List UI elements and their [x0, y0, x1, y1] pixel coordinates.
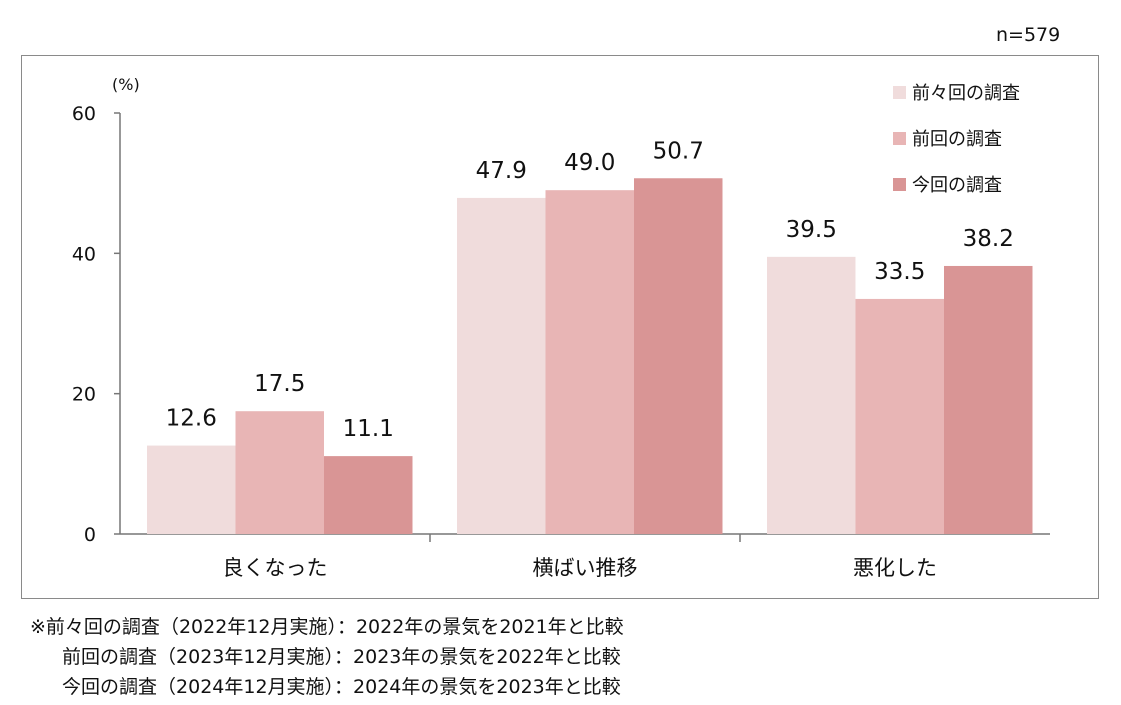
x-tick-label: 横ばい推移: [533, 556, 638, 580]
y-tick-label: 60: [72, 103, 96, 125]
data-label: 17.5: [254, 371, 305, 397]
note-description: ：2023年の景気を2022年と比較: [334, 646, 621, 668]
legend-label: 前回の調査: [912, 129, 1002, 150]
bar: [235, 411, 324, 534]
chart-frame: [21, 55, 1099, 599]
data-label: 47.9: [476, 158, 527, 184]
data-label: 49.0: [564, 150, 615, 176]
legend-label: 今回の調査: [912, 175, 1002, 196]
bar: [457, 197, 546, 534]
note-row: ※前々回の調査（2022年12月実施）：2022年の景気を2021年と比較: [30, 612, 624, 642]
note-period: （2022年12月実施）: [159, 616, 337, 638]
y-tick-label: 40: [72, 243, 96, 265]
bar: [767, 256, 856, 534]
survey-notes: ※前々回の調査（2022年12月実施）：2022年の景気を2021年と比較 前回…: [30, 612, 624, 702]
data-label: 12.6: [166, 406, 217, 432]
x-tick-label: 悪化した: [853, 556, 937, 580]
note-row: 前回の調査（2023年12月実施）：2023年の景気を2022年と比較: [30, 642, 624, 672]
data-labels: 12.6 47.9 39.5 17.5 49.0 33.5 11.1 50.7 38.2: [166, 138, 1014, 442]
legend-swatch: [893, 86, 906, 99]
note-row: 今回の調査（2024年12月実施）：2024年の景気を2023年と比較: [30, 672, 624, 702]
bar: [634, 178, 723, 534]
bars: [147, 178, 1033, 534]
bar: [855, 298, 944, 534]
note-period: （2023年12月実施）: [157, 646, 335, 668]
data-label: 38.2: [963, 226, 1014, 252]
note-prefix: ※: [30, 616, 46, 638]
data-label: 11.1: [343, 416, 394, 442]
note-survey-name: 前回の調査: [62, 646, 158, 668]
y-tick-label: 0: [84, 524, 96, 546]
note-survey-name: 今回の調査: [62, 676, 158, 698]
legend-swatch: [893, 178, 906, 191]
data-label: 33.5: [874, 259, 925, 285]
y-tick-label: 20: [72, 384, 96, 406]
legend-label: 前々回の調査: [912, 83, 1020, 104]
bar: [545, 190, 634, 534]
x-tick-label: 良くなった: [223, 556, 328, 580]
note-description: ：2022年の景気を2021年と比較: [336, 616, 624, 638]
note-period: （2024年12月実施）: [157, 676, 335, 698]
bar: [147, 445, 236, 534]
data-label: 39.5: [786, 217, 837, 243]
data-label: 50.7: [653, 138, 704, 164]
y-unit-label: (%): [112, 75, 140, 94]
note-description: ：2024年の景気を2023年と比較: [334, 676, 621, 698]
note-survey-name: 前々回の調査: [45, 616, 160, 638]
sample-size-label: n=579: [996, 24, 1061, 46]
legend-swatch: [893, 132, 906, 145]
bar: [324, 456, 413, 534]
bar: [944, 265, 1033, 534]
